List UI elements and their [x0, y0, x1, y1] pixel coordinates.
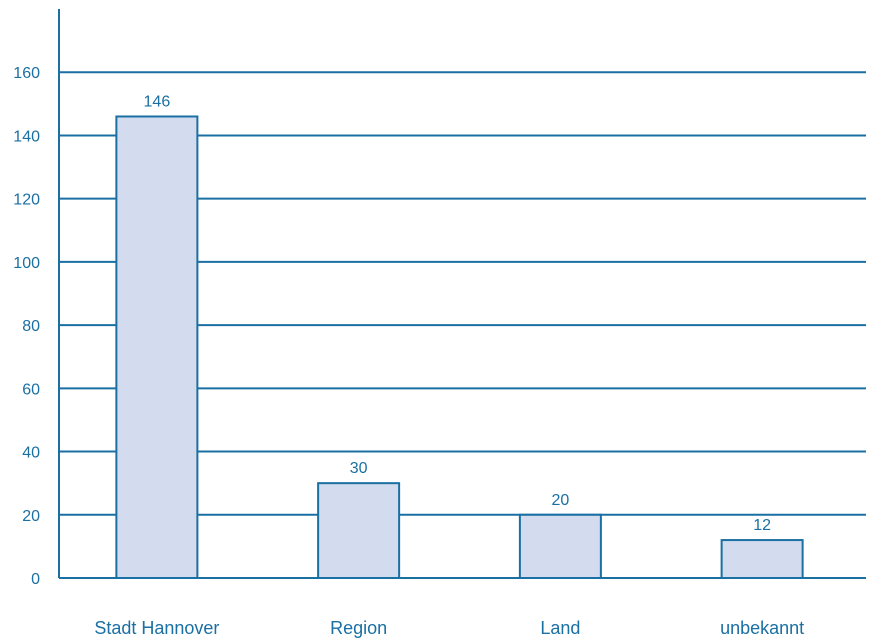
x-tick-label: Land — [540, 618, 580, 638]
bar — [720, 539, 804, 579]
data-label: 12 — [753, 517, 771, 534]
y-tick-label: 20 — [22, 508, 40, 525]
y-tick-label: 120 — [13, 192, 40, 209]
y-tick-label: 0 — [31, 571, 40, 588]
data-label: 30 — [350, 460, 368, 477]
x-tick-label: Stadt Hannover — [94, 618, 219, 638]
y-tick-label: 40 — [22, 445, 40, 462]
data-label: 20 — [551, 492, 569, 509]
y-tick-label: 160 — [13, 65, 40, 82]
bar — [115, 115, 199, 579]
y-tick-label: 100 — [13, 255, 40, 272]
data-label: 146 — [144, 93, 171, 110]
bar — [518, 513, 602, 579]
x-tick-label: Region — [330, 618, 387, 638]
bar — [317, 482, 401, 579]
x-tick-label: unbekannt — [720, 618, 804, 638]
y-tick-label: 80 — [22, 318, 40, 335]
y-tick-label: 60 — [22, 381, 40, 398]
labels: 0 20 40 60 80 100 120 140 160 146 Stadt Hannover 30… — [13, 65, 804, 638]
y-tick-label: 140 — [13, 128, 40, 145]
bars — [115, 115, 804, 579]
axes — [58, 9, 866, 579]
